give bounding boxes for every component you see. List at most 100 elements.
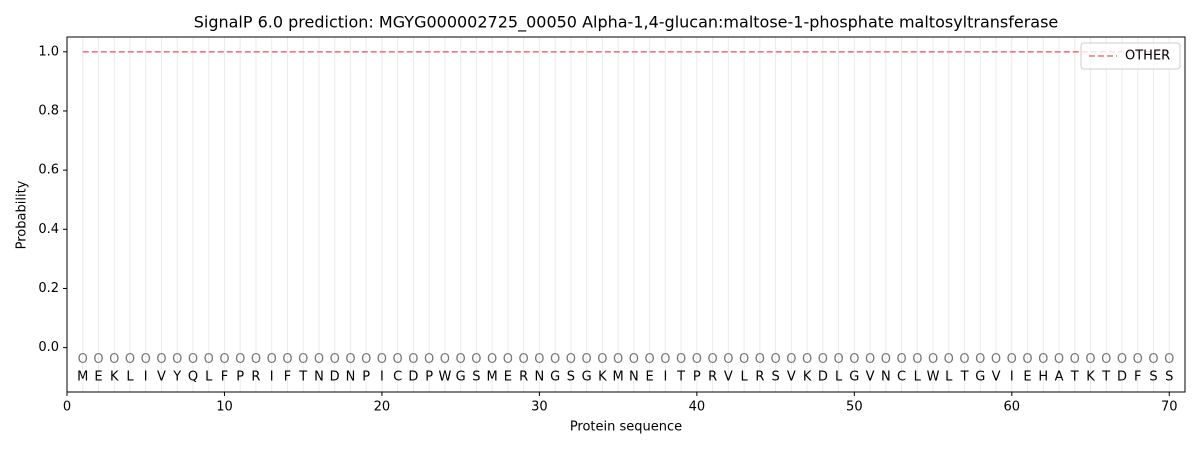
predicted-label: O	[1022, 352, 1032, 367]
predicted-label: O	[534, 352, 544, 367]
predicted-label: O	[912, 352, 922, 367]
residue: D	[818, 370, 828, 385]
predicted-label: O	[1117, 352, 1127, 367]
predicted-label: O	[818, 352, 828, 367]
predicted-label: O	[833, 352, 843, 367]
residue: K	[1086, 370, 1095, 385]
residue: I	[663, 370, 667, 385]
predicted-label: O	[251, 352, 261, 367]
predicted-label: O	[550, 352, 560, 367]
predicted-label: O	[456, 352, 466, 367]
predicted-label: O	[1070, 352, 1080, 367]
predicted-label: O	[755, 352, 765, 367]
predicted-label: O	[204, 352, 214, 367]
residue: F	[284, 370, 291, 385]
residue: L	[835, 370, 843, 385]
residue: R	[251, 370, 260, 385]
residue: I	[380, 370, 384, 385]
residue: V	[866, 370, 875, 385]
residue: W	[438, 370, 451, 385]
residue: S	[1149, 370, 1157, 385]
residue: P	[236, 370, 244, 385]
residue: M	[77, 370, 88, 385]
predicted-label: O	[928, 352, 938, 367]
predicted-label: O	[188, 352, 198, 367]
y-axis-label: Probability	[15, 180, 30, 249]
residue: E	[1023, 370, 1031, 385]
legend-label: OTHER	[1125, 49, 1170, 64]
predicted-label: O	[645, 352, 655, 367]
predicted-label: O	[78, 352, 88, 367]
residue: T	[1070, 370, 1079, 385]
predicted-label: O	[1054, 352, 1064, 367]
residue: L	[205, 370, 213, 385]
residue: M	[613, 370, 624, 385]
predicted-label: O	[156, 352, 166, 367]
predicted-label: O	[440, 352, 450, 367]
residue: T	[298, 370, 307, 385]
residue: I	[270, 370, 274, 385]
residue: G	[975, 370, 985, 385]
predicted-label: O	[881, 352, 891, 367]
x-tick-label: 40	[689, 400, 706, 415]
residue: G	[849, 370, 859, 385]
predicted-label: O	[849, 352, 859, 367]
predicted-label: O	[298, 352, 308, 367]
residue: F	[221, 370, 228, 385]
predicted-label: O	[330, 352, 340, 367]
predicted-label: O	[959, 352, 969, 367]
predicted-label: O	[991, 352, 1001, 367]
predicted-label: O	[345, 352, 355, 367]
predicted-label: O	[975, 352, 985, 367]
predicted-label: O	[235, 352, 245, 367]
residue: H	[1038, 370, 1048, 385]
residue: F	[1134, 370, 1141, 385]
residue: V	[157, 370, 166, 385]
predicted-label: O	[786, 352, 796, 367]
residue: I	[1010, 370, 1014, 385]
predicted-label: O	[1148, 352, 1158, 367]
predicted-label: O	[723, 352, 733, 367]
predicted-label: O	[1133, 352, 1143, 367]
predicted-label: O	[865, 352, 875, 367]
residue: S	[1165, 370, 1173, 385]
x-tick-label: 50	[846, 400, 863, 415]
predicted-label: O	[519, 352, 529, 367]
predicted-label: O	[219, 352, 229, 367]
residue: N	[629, 370, 639, 385]
predicted-label: O	[944, 352, 954, 367]
predicted-label: O	[267, 352, 277, 367]
residue: A	[1055, 370, 1064, 385]
x-tick-label: 10	[216, 400, 233, 415]
y-tick-label: 0.4	[38, 222, 59, 237]
predicted-label: O	[660, 352, 670, 367]
predicted-label: O	[109, 352, 119, 367]
predicted-label: O	[93, 352, 103, 367]
residue: S	[771, 370, 779, 385]
predicted-label: O	[707, 352, 717, 367]
predicted-label: O	[597, 352, 607, 367]
residue: G	[550, 370, 560, 385]
predicted-label: O	[566, 352, 576, 367]
residue: K	[598, 370, 607, 385]
y-tick-label: 0.2	[38, 281, 59, 296]
legend-box	[1080, 42, 1181, 70]
predicted-label: O	[393, 352, 403, 367]
residue: R	[755, 370, 764, 385]
axes-frame	[66, 36, 1186, 393]
residue: N	[346, 370, 356, 385]
predicted-label: O	[141, 352, 151, 367]
residue: K	[110, 370, 119, 385]
residue: K	[803, 370, 812, 385]
predicted-label: O	[1038, 352, 1048, 367]
residue: E	[504, 370, 512, 385]
y-tick-label: 0.6	[38, 163, 59, 178]
predicted-label: O	[471, 352, 481, 367]
residue: L	[914, 370, 922, 385]
residue: D	[408, 370, 418, 385]
chart-title: SignalP 6.0 prediction: MGYG000002725_00…	[194, 13, 1059, 33]
residue: P	[362, 370, 370, 385]
residue: L	[740, 370, 748, 385]
predicted-label: O	[282, 352, 292, 367]
predicted-label: O	[361, 352, 371, 367]
